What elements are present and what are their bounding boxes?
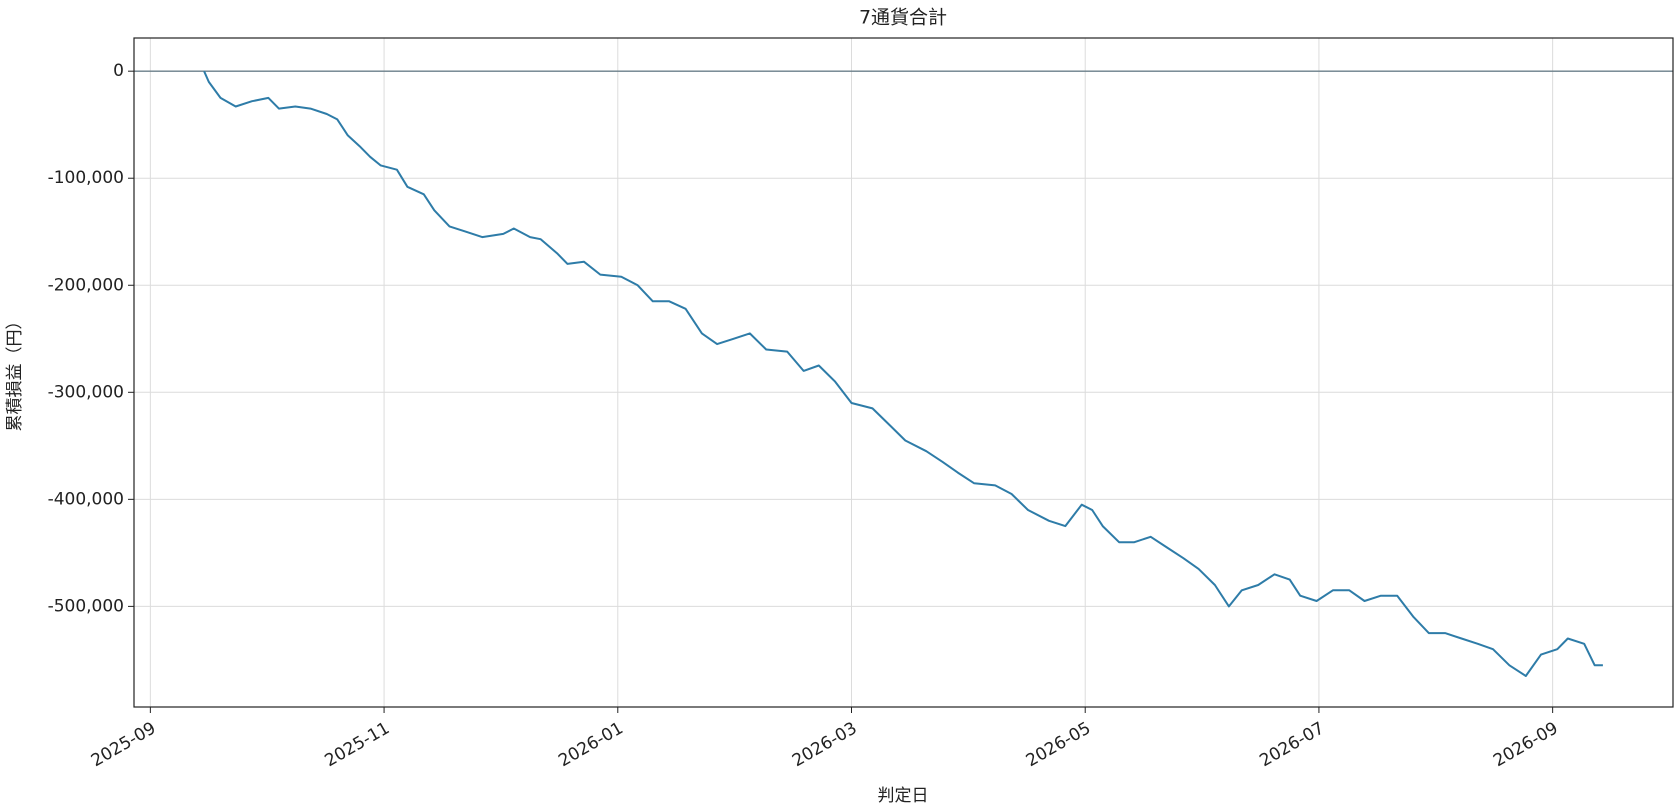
x-tick-label: 2026-09 <box>1490 718 1562 771</box>
y-tick-label: -400,000 <box>48 489 124 509</box>
chart-title: 7通貨合計 <box>859 7 947 29</box>
y-tick-label: -100,000 <box>48 168 124 188</box>
x-tick-label: 2025-09 <box>88 718 160 771</box>
data-line <box>203 70 1603 677</box>
y-tick-label: -200,000 <box>48 275 124 295</box>
x-tick-label: 2025-11 <box>322 718 394 771</box>
y-tick-label: -300,000 <box>48 382 124 402</box>
x-tick-label: 2026-03 <box>789 718 861 771</box>
y-axis-label: 累積損益（円） <box>5 313 25 432</box>
x-axis-label: 判定日 <box>878 786 929 806</box>
x-tick-label: 2026-05 <box>1023 718 1095 771</box>
x-tick-label: 2026-07 <box>1256 718 1328 771</box>
y-tick-label: -500,000 <box>48 596 124 616</box>
plot-frame <box>133 37 1674 708</box>
x-tick-label: 2026-01 <box>555 718 627 771</box>
y-tick-label: 0 <box>113 61 124 81</box>
